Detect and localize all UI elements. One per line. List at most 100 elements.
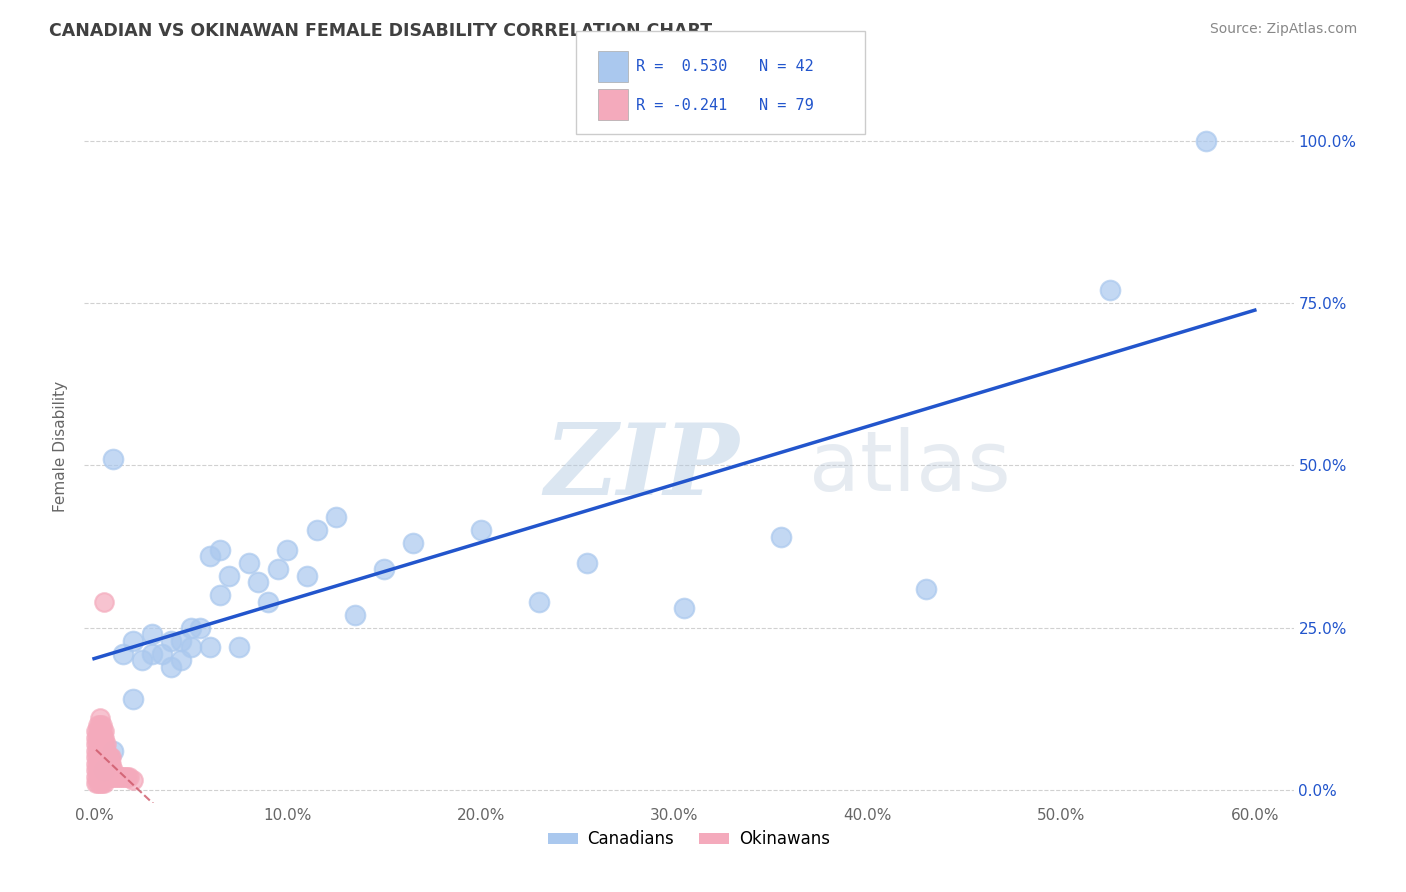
Point — [89, 750, 111, 764]
Point — [94, 756, 117, 771]
Point — [121, 633, 143, 648]
Point — [208, 542, 231, 557]
Point — [87, 744, 110, 758]
Point — [84, 776, 107, 790]
Point — [89, 776, 111, 790]
Point — [90, 764, 112, 778]
Point — [94, 738, 117, 752]
Point — [112, 770, 135, 784]
Point — [276, 542, 298, 557]
Point — [160, 633, 183, 648]
Point — [89, 718, 111, 732]
Point — [97, 770, 120, 784]
Point — [112, 647, 135, 661]
Text: R = -0.241: R = -0.241 — [636, 98, 727, 112]
Point — [84, 750, 107, 764]
Point — [87, 776, 110, 790]
Point — [84, 756, 107, 771]
Point — [94, 750, 117, 764]
Point — [93, 724, 115, 739]
Point — [198, 549, 221, 564]
Point — [93, 764, 115, 778]
Point — [103, 764, 125, 778]
Y-axis label: Female Disability: Female Disability — [53, 380, 69, 512]
Point — [89, 770, 111, 784]
Point — [89, 756, 111, 771]
Point — [84, 744, 107, 758]
Point — [87, 718, 110, 732]
Point — [90, 744, 112, 758]
Point — [89, 731, 111, 745]
Point — [141, 627, 163, 641]
Point — [108, 770, 131, 784]
Point — [89, 711, 111, 725]
Point — [170, 633, 193, 648]
Point — [90, 724, 112, 739]
Point — [98, 764, 121, 778]
Text: N = 79: N = 79 — [759, 98, 814, 112]
Point — [114, 770, 136, 784]
Point — [90, 776, 112, 790]
Point — [104, 770, 127, 784]
Point — [89, 738, 111, 752]
Point — [238, 556, 260, 570]
Point — [100, 750, 122, 764]
Point — [402, 536, 425, 550]
Point — [87, 750, 110, 764]
Point — [131, 653, 153, 667]
Point — [267, 562, 290, 576]
Point — [103, 744, 125, 758]
Point — [97, 756, 120, 771]
Point — [89, 764, 111, 778]
Point — [87, 738, 110, 752]
Point — [103, 452, 125, 467]
Point — [190, 621, 212, 635]
Point — [90, 756, 112, 771]
Point — [121, 773, 143, 788]
Point — [93, 731, 115, 745]
Point — [98, 756, 121, 771]
Point — [93, 750, 115, 764]
Point — [527, 595, 550, 609]
Point — [325, 510, 347, 524]
Point — [97, 750, 120, 764]
Point — [1098, 283, 1121, 297]
Point — [93, 776, 115, 790]
Point — [84, 724, 107, 739]
Point — [98, 750, 121, 764]
Point — [228, 640, 250, 654]
Point — [170, 653, 193, 667]
Point — [100, 770, 122, 784]
Point — [180, 640, 202, 654]
Point — [373, 562, 395, 576]
Point — [576, 556, 599, 570]
Point — [105, 770, 128, 784]
Text: Source: ZipAtlas.com: Source: ZipAtlas.com — [1209, 22, 1357, 37]
Point — [198, 640, 221, 654]
Point — [218, 568, 240, 582]
Point — [93, 595, 115, 609]
Point — [103, 770, 125, 784]
Point — [141, 647, 163, 661]
Point — [90, 738, 112, 752]
Point — [915, 582, 938, 596]
Point — [110, 770, 132, 784]
Point — [98, 770, 121, 784]
Point — [94, 744, 117, 758]
Point — [93, 756, 115, 771]
Point — [90, 750, 112, 764]
Point — [247, 575, 270, 590]
Point — [115, 770, 138, 784]
Point — [84, 764, 107, 778]
Point — [344, 607, 367, 622]
Point — [87, 764, 110, 778]
Point — [180, 621, 202, 635]
Point — [90, 718, 112, 732]
Point — [87, 731, 110, 745]
Text: CANADIAN VS OKINAWAN FEMALE DISABILITY CORRELATION CHART: CANADIAN VS OKINAWAN FEMALE DISABILITY C… — [49, 22, 713, 40]
Point — [90, 770, 112, 784]
Point — [295, 568, 318, 582]
Point — [257, 595, 280, 609]
Point — [87, 756, 110, 771]
Point — [208, 588, 231, 602]
